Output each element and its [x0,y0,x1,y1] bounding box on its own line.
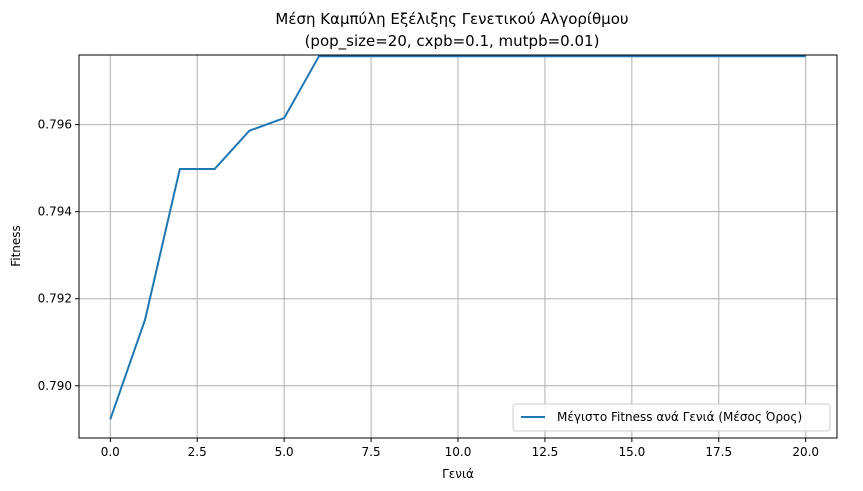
x-tick-label: 17.5 [705,445,732,459]
y-axis-label: Fitness [9,225,23,267]
y-tick-label: 0.794 [38,205,72,219]
legend-box [512,403,831,432]
x-tick-label: 0.0 [101,445,120,459]
chart-subtitle: (pop_size=20, cxpb=0.1, mutpb=0.01) [305,32,600,51]
x-tick-label: 5.0 [275,445,294,459]
x-tick-label: 12.5 [532,445,559,459]
series-line [109,55,806,420]
y-tick-label: 0.796 [38,118,72,132]
y-tick-label: 0.790 [38,379,72,393]
legend: Μέγιστο Fitness ανά Γενιά (Μέσος Όρος) [512,403,831,432]
ticks: 0.0 2.5 5.0 7.5 10.0 12.5 15.0 17.5 20.0 0.790 0.7… [38,118,819,459]
x-tick-label: 7.5 [362,445,381,459]
x-tick-label: 10.0 [445,445,472,459]
x-tick-label: 20.0 [792,445,819,459]
x-axis-label: Γενιά [442,467,474,481]
x-tick-label: 2.5 [188,445,207,459]
legend-label: Μέγιστο Fitness ανά Γενιά (Μέσος Όρος) [557,410,802,424]
x-tick-label: 15.0 [618,445,645,459]
series-layer [109,55,806,420]
chart-title: Μέση Καμπύλη Εξέλιξης Γενετικού Αλγορίθμ… [275,10,628,28]
y-tick-label: 0.792 [38,292,72,306]
